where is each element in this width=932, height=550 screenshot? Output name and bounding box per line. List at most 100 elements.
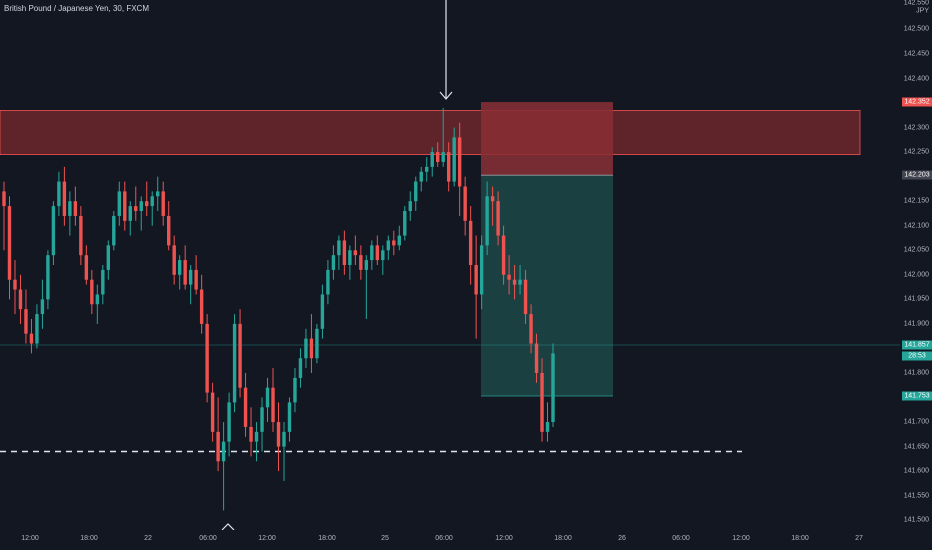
current-price-badge: 141.857 (902, 340, 932, 350)
candle (364, 255, 369, 319)
candle-body (194, 269, 198, 290)
candle (188, 265, 193, 305)
candle-body (293, 377, 297, 403)
price-tick: 141.550 (903, 492, 929, 500)
candle-body (457, 137, 462, 187)
candle-body (95, 294, 100, 305)
candle-body (315, 328, 319, 359)
time-axis[interactable]: 12:00 18:00 22 06:00 12:00 18:00 25 06:00 12:00 1… (0, 530, 932, 550)
price-tick: 142.100 (903, 222, 929, 230)
candle-body (243, 387, 248, 427)
chart-pane[interactable]: British Pound / Japanese Yen, 30, FXCM (0, 0, 900, 530)
candle (342, 230, 347, 275)
time-tick: 12:00 (258, 535, 276, 542)
candle (540, 358, 544, 442)
candle-body (446, 152, 451, 182)
time-tick: 22 (144, 535, 152, 542)
candle (309, 314, 314, 373)
price-chart[interactable] (0, 0, 900, 530)
candle-body (101, 269, 105, 295)
candle (79, 206, 83, 265)
time-tick: 18:00 (80, 535, 98, 542)
candle-body (496, 201, 500, 236)
candle-body (298, 358, 303, 378)
candle-body (84, 255, 89, 280)
candle (216, 397, 220, 472)
time-tick: 12:00 (495, 535, 513, 542)
candle-body (216, 431, 220, 462)
candle-body (430, 152, 434, 167)
candle (457, 122, 462, 216)
candle (490, 186, 495, 226)
candle (529, 304, 533, 354)
candle-body (353, 250, 358, 256)
candle-body (232, 323, 237, 403)
price-tick: 142.300 (903, 124, 929, 132)
candle (315, 323, 319, 364)
candle-body (523, 279, 528, 315)
candle (57, 171, 61, 216)
price-tick: 142.450 (903, 50, 929, 58)
candle-body (419, 171, 423, 182)
candle-body (348, 250, 352, 265)
price-tick: 142.400 (903, 75, 929, 83)
candle (408, 191, 412, 221)
candle-body (518, 279, 522, 285)
candle (145, 181, 149, 216)
candle (375, 235, 380, 265)
candle-body (46, 255, 50, 300)
candle (501, 225, 506, 285)
candle-body (331, 255, 336, 270)
candle-body (320, 294, 325, 329)
candle-body (123, 191, 127, 221)
currency-label: JPY (916, 7, 929, 15)
candle-body (139, 201, 143, 212)
candle (183, 245, 187, 290)
time-tick: 06:00 (199, 535, 217, 542)
price-tick: 142.000 (903, 271, 929, 279)
candle-body (227, 402, 231, 442)
candle (392, 230, 396, 256)
candle-body (282, 431, 286, 447)
candle (287, 397, 292, 442)
candle (293, 368, 297, 413)
candle-body (79, 215, 83, 256)
price-tick: 141.500 (903, 516, 929, 524)
candle-body (29, 333, 34, 344)
candle (507, 255, 511, 295)
candle (518, 265, 522, 295)
candle-body (57, 181, 61, 207)
candle (397, 225, 401, 251)
candle (112, 211, 116, 251)
candle-body (414, 181, 418, 202)
candle (46, 250, 50, 310)
candle-body (375, 245, 380, 261)
price-axis[interactable]: 142.500 142.450 142.400 142.300 142.250 142.1… (900, 0, 932, 530)
candle (370, 240, 374, 270)
candle-body (188, 269, 193, 285)
candle (419, 166, 423, 192)
candle-body (238, 323, 242, 388)
price-tick: 141.650 (903, 443, 929, 451)
candle (348, 245, 352, 280)
candle-countdown-badge: 28:53 (902, 351, 932, 361)
candle-body (73, 201, 78, 216)
time-tick: 12:00 (732, 535, 750, 542)
price-tick: 141.950 (903, 295, 929, 303)
candle-body (276, 422, 281, 447)
candle (545, 402, 550, 442)
candle-body (392, 240, 396, 246)
time-tick: 25 (381, 535, 389, 542)
candle-body (271, 387, 275, 423)
candle (403, 206, 407, 241)
candle (260, 397, 264, 452)
candle-body (134, 206, 138, 212)
candle-body (106, 245, 111, 270)
price-tick: 141.800 (903, 369, 929, 377)
candle-body (337, 240, 341, 256)
candle-body (260, 407, 264, 432)
candle-body (468, 220, 473, 265)
candle-body (161, 191, 165, 216)
candle (232, 314, 237, 413)
candle (414, 176, 418, 212)
